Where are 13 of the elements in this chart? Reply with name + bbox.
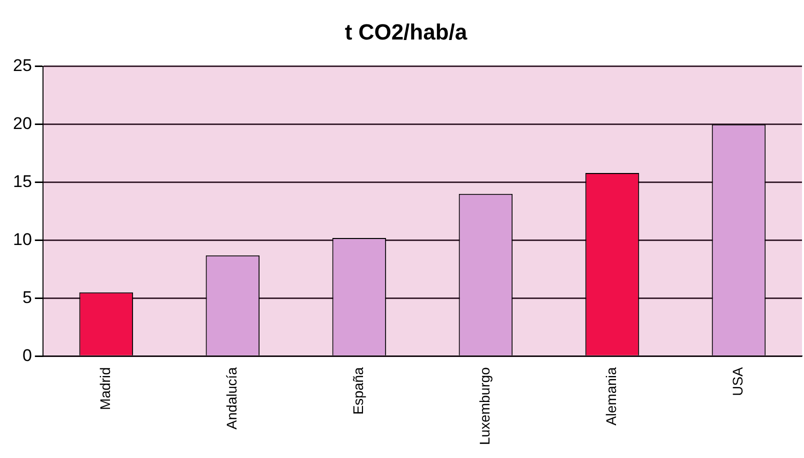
chart-title: t CO2/hab/a: [344, 19, 468, 44]
x-tick-label: USA: [730, 366, 746, 396]
x-tick-label: Luxemburgo: [476, 366, 493, 445]
y-tick-label: 10: [12, 230, 32, 249]
y-tick-label: 0: [22, 346, 32, 365]
x-tick-label: Alemania: [603, 366, 620, 426]
y-tick-label: 15: [12, 172, 32, 191]
y-tick-label: 20: [12, 114, 32, 134]
x-tick-label: Madrid: [97, 367, 114, 410]
y-tick-label: 5: [22, 288, 32, 307]
y-tick-label: 25: [12, 56, 32, 76]
x-tick-label: España: [350, 366, 366, 415]
x-tick-label: Andalucía: [224, 366, 240, 430]
